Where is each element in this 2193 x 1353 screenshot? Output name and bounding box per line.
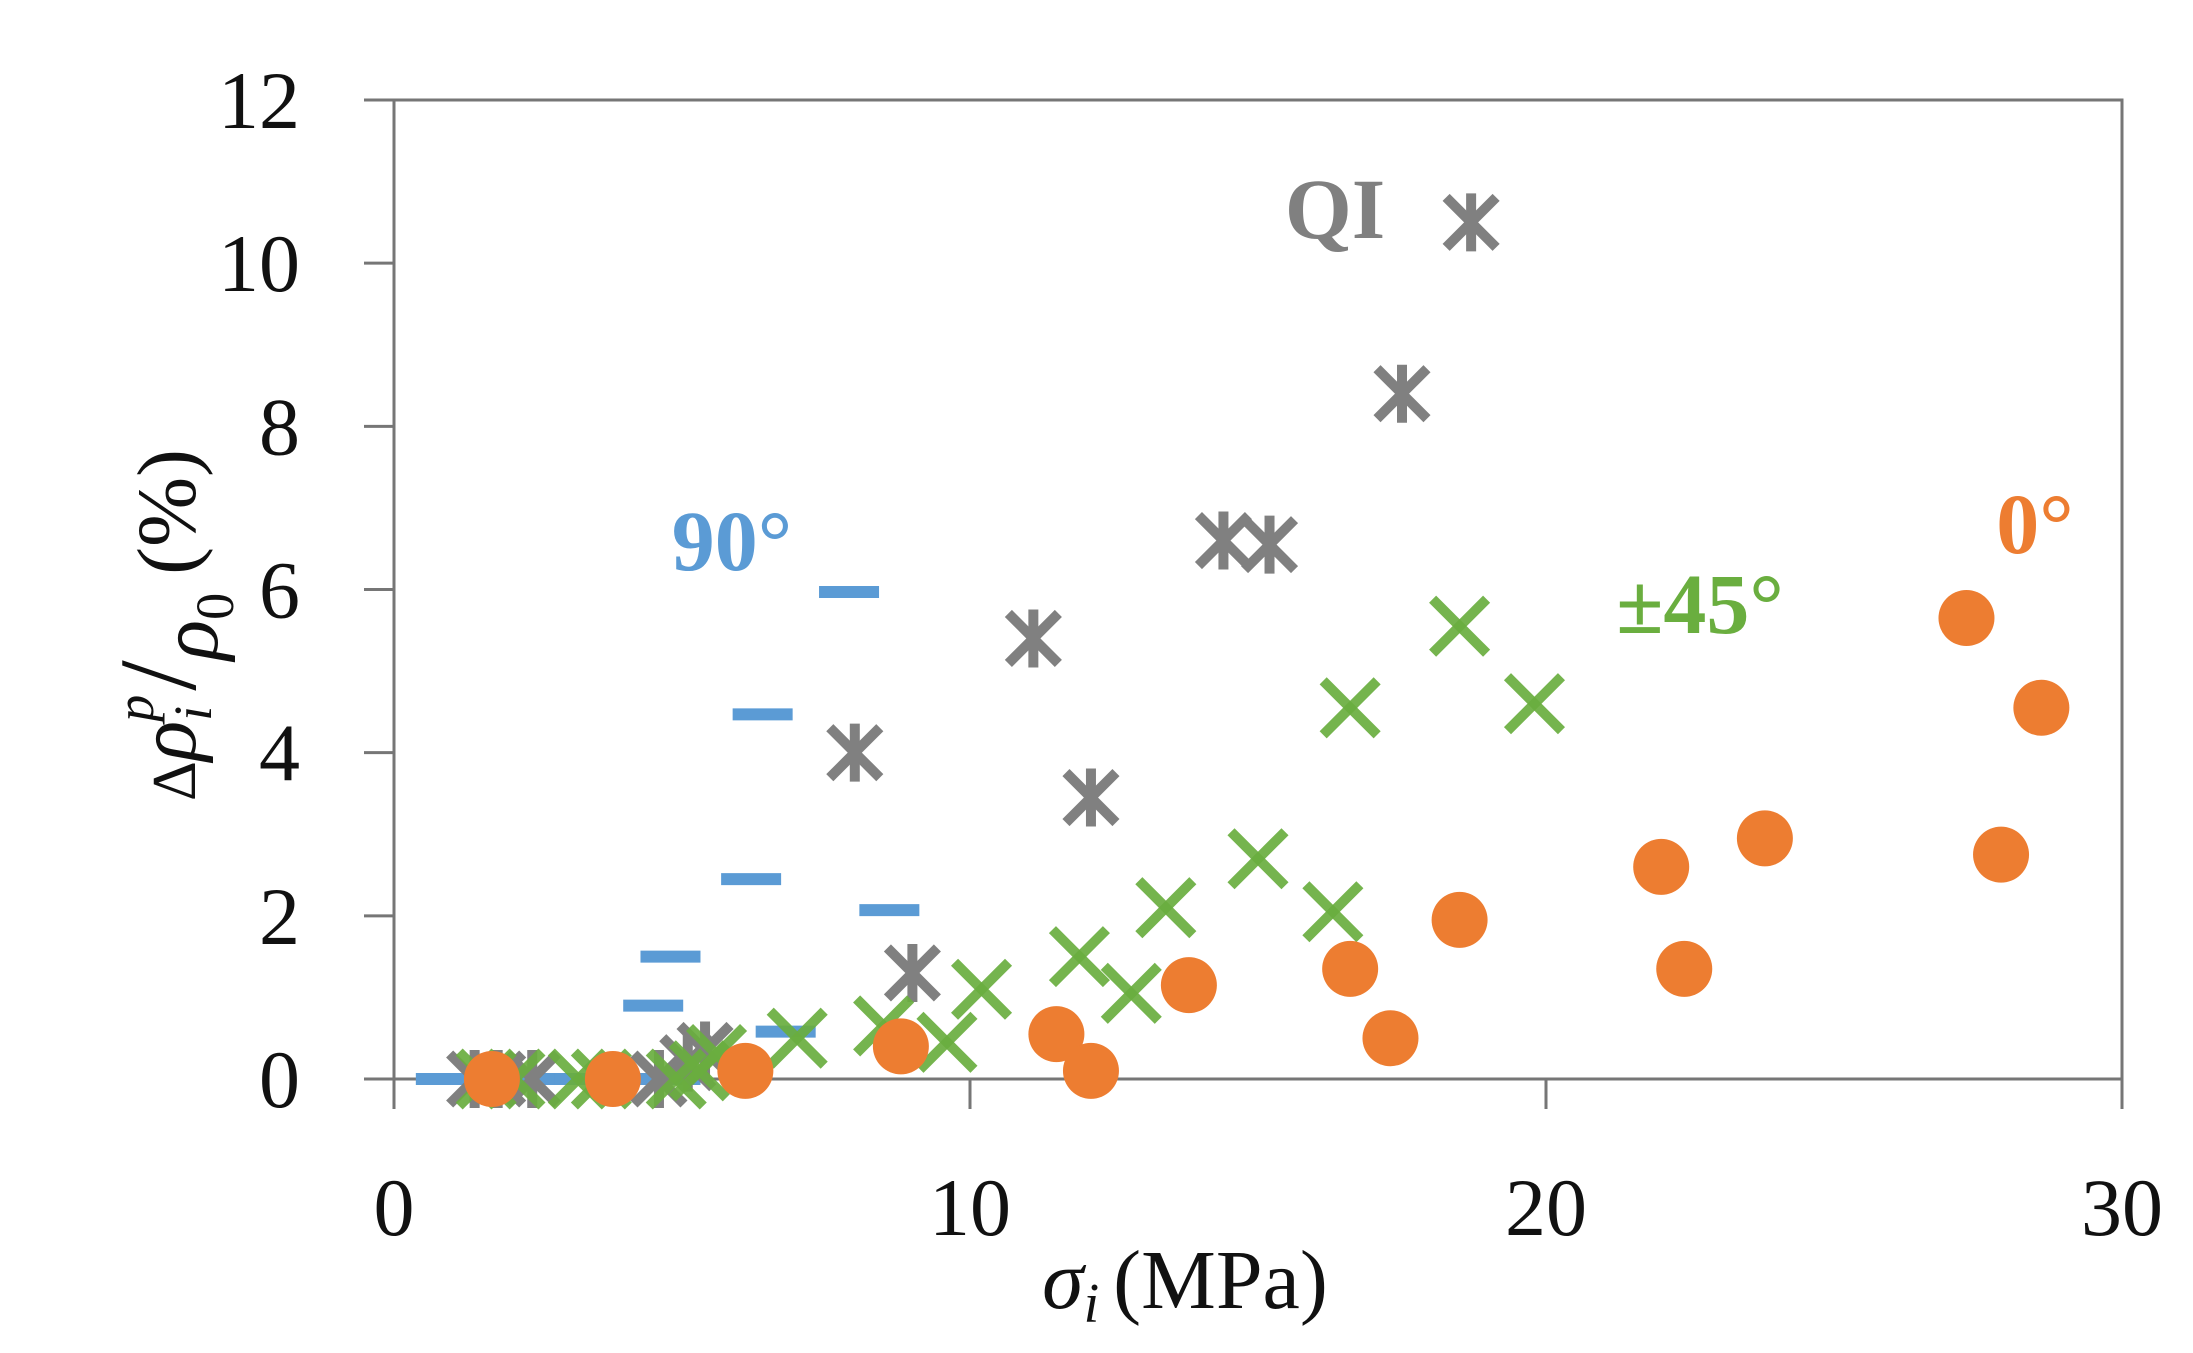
data-point-0deg (1938, 590, 1995, 647)
data-points (415, 193, 2070, 1110)
y-axis-title: Δρip/ρ0(%) (97, 449, 245, 801)
data-point-0deg (1973, 826, 2030, 883)
data-point-0deg (463, 1051, 520, 1107)
data-point-qi (826, 723, 884, 782)
data-point-0deg (1736, 810, 1793, 867)
data-point-0deg (1656, 940, 1713, 997)
data-point-0deg (1062, 1042, 1119, 1099)
data-point-pm45deg (1048, 926, 1110, 988)
data-point-pm45deg (950, 958, 1013, 1020)
series-label-qi: QI (1285, 161, 1385, 257)
data-point-qi (1442, 193, 1500, 252)
data-point-qi (1373, 364, 1431, 423)
data-point-0deg (1322, 940, 1379, 997)
data-point-0deg (1431, 891, 1488, 948)
data-point-0deg (2013, 679, 2070, 736)
data-point-pm45deg (1100, 962, 1162, 1024)
data-point-qi (883, 943, 941, 1002)
data-point-qi (1194, 511, 1252, 570)
data-point-pm45deg (1227, 828, 1289, 890)
tick-labels: 0 2 4 6 8 10 12 0 10 20 30 (218, 55, 2163, 1253)
y-tick-label: 8 (259, 381, 300, 472)
y-tick-label: 6 (259, 545, 300, 636)
series-label-90deg: 90° (672, 493, 792, 589)
data-point-pm45deg (1302, 881, 1364, 943)
svg-text:Δρip/ρ0(%): Δρip/ρ0(%) (97, 449, 245, 801)
x-tick-label: 20 (1505, 1162, 1587, 1253)
x-tick-label: 0 (374, 1162, 415, 1253)
data-point-0deg (872, 1018, 929, 1075)
data-point-0deg (1028, 1006, 1085, 1063)
y-tick-label: 0 (259, 1034, 300, 1125)
axes (364, 98, 2124, 1109)
y-tick-label: 2 (259, 871, 300, 962)
y-tick-label: 10 (218, 218, 300, 309)
data-point-pm45deg (1319, 677, 1381, 739)
data-point-0deg (717, 1042, 774, 1099)
data-point-pm45deg (1135, 877, 1197, 939)
data-point-pm45deg (766, 1007, 828, 1069)
data-point-pm45deg (1429, 595, 1491, 657)
series-label-pm45deg: ±45° (1616, 556, 1784, 652)
data-point-0deg (584, 1051, 641, 1107)
x-tick-label: 10 (929, 1162, 1011, 1253)
data-point-0deg (1633, 838, 1690, 895)
data-point-pm45deg (1503, 673, 1566, 735)
x-axis-title: σi (MPa) (1042, 1234, 1328, 1335)
data-point-qi (1240, 515, 1299, 574)
y-tick-label: 12 (218, 55, 300, 146)
data-point-qi (1062, 768, 1120, 827)
plot-frame (392, 98, 2124, 1081)
series-label-0deg: 0° (1996, 476, 2073, 572)
data-point-0deg (1160, 957, 1217, 1014)
x-tick-label: 30 (2081, 1162, 2163, 1253)
y-tick-label: 4 (259, 708, 300, 799)
data-point-0deg (1362, 1010, 1419, 1067)
data-point-qi (1004, 609, 1062, 668)
data-point-pm45deg (916, 1011, 978, 1073)
